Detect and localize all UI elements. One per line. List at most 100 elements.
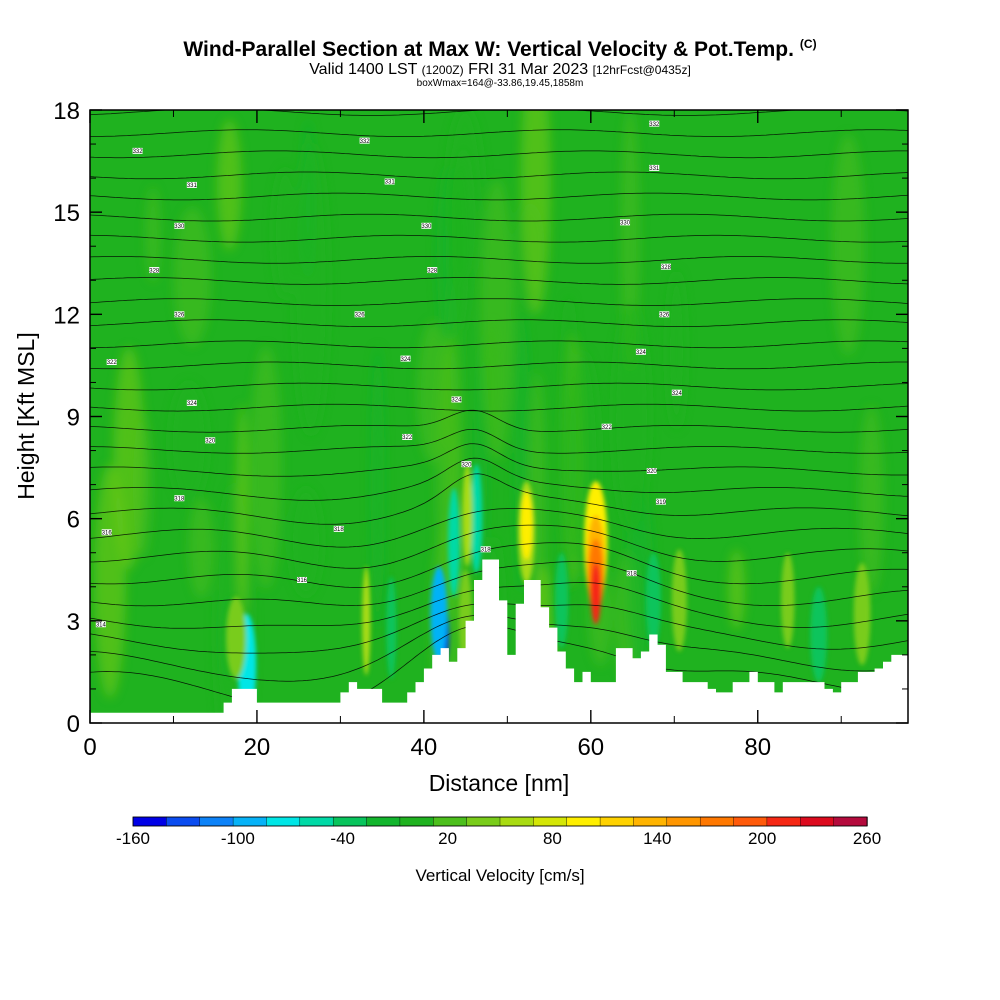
theta-contour-line: [90, 110, 908, 116]
theta-label-box: [354, 311, 365, 318]
theta-label: 331: [385, 180, 396, 186]
y-axis-ticks: 0 3 6 9 12 15 18: [53, 98, 908, 738]
theta-label: 318: [334, 527, 345, 533]
theta-label-box: [101, 529, 112, 536]
velocity-streak: [831, 134, 865, 356]
colorbar-swatch: [166, 816, 201, 827]
theta-contours: [90, 110, 908, 710]
y-tick-label: 15: [53, 200, 80, 227]
velocity-cell: [853, 562, 871, 666]
velocity-streak: [94, 464, 126, 699]
theta-contour-line: [90, 171, 908, 180]
theta-label: 331: [649, 166, 660, 172]
theta-contour-line: [90, 192, 908, 201]
valid-time: Valid 1400 LST: [309, 61, 418, 78]
velocity-cell: [781, 552, 795, 649]
chart-title: Wind-Parallel Section at Max W: Vertical…: [0, 37, 1000, 62]
theta-label: 324: [672, 391, 683, 397]
colorbar-tick-label: 80: [543, 829, 562, 848]
velocity-cell: [671, 549, 687, 652]
y-tick-label: 0: [67, 711, 80, 738]
theta-label-box: [421, 222, 432, 229]
colorbar-swatch: [733, 816, 768, 827]
theta-label: 324: [451, 398, 462, 404]
theta-contour-line: [90, 443, 908, 477]
theta-label-box: [95, 621, 106, 628]
velocity-streak: [173, 207, 211, 346]
theta-label-box: [174, 495, 185, 502]
theta-label: 316: [297, 578, 308, 584]
theta-contour-line: [90, 473, 908, 525]
theta-label-box: [174, 311, 185, 318]
theta-contour-line: [90, 298, 908, 306]
theta-label-box: [149, 267, 160, 274]
velocity-cell: [430, 566, 448, 662]
velocity-cell: [448, 488, 460, 597]
theta-label-box: [480, 546, 491, 553]
axes: 0 20 40 60 80 0 3 6 9 12 15 18 Distance [nm] Heigh…: [13, 98, 909, 796]
velocity-streak: [272, 167, 298, 300]
theta-label: 320: [647, 469, 658, 475]
theta-label: 332: [649, 122, 660, 128]
velocity-streak: [169, 382, 209, 504]
theta-label-box: [451, 396, 462, 403]
velocity-cell: [470, 464, 483, 574]
theta-label-box: [649, 164, 660, 171]
colorbar-swatch: [366, 816, 401, 827]
theta-label: 328: [149, 268, 160, 274]
theta-label-box: [205, 437, 216, 444]
theta-contour-line: [90, 213, 908, 222]
theta-label: 332: [360, 139, 371, 145]
theta-label-box: [671, 389, 682, 396]
velocity-streak: [480, 179, 515, 461]
colorbar-swatch: [299, 816, 334, 827]
colorbar-swatch: [666, 816, 701, 827]
colorbar-swatch: [766, 816, 801, 827]
y-tick-label: 18: [53, 98, 80, 125]
colorbar-swatch: [699, 816, 735, 827]
theta-label: 330: [421, 224, 432, 230]
theta-contour-line: [90, 409, 908, 433]
theta-label: 319: [656, 500, 667, 506]
theta-label: 314: [96, 622, 107, 628]
theta-label-box: [186, 181, 197, 188]
colorbar-tick-label: 20: [438, 829, 457, 848]
velocity-cell: [386, 576, 397, 679]
colorbar: -160 -100 -40 20 80 140 200 260 Vertical Veloci…: [116, 816, 881, 885]
velocity-cell: [590, 562, 601, 625]
theta-label-box: [384, 178, 395, 185]
x-tick-label: 0: [83, 734, 96, 761]
theta-contour-line: [90, 457, 908, 501]
theta-label: 318: [481, 548, 492, 554]
x-tick-label: 60: [577, 734, 604, 761]
y-tick-label: 6: [67, 507, 80, 534]
theta-label: 324: [187, 401, 198, 407]
colorbar-swatch: [332, 816, 368, 827]
forecast-info: [12hrFcst@0435z]: [592, 63, 691, 77]
theta-label: 322: [402, 435, 413, 441]
velocity-streak: [859, 405, 884, 595]
theta-contour-line: [90, 277, 908, 285]
colorbar-swatch: [833, 816, 868, 827]
colorbar-swatch: [533, 816, 568, 827]
velocity-streak: [612, 302, 651, 532]
theta-contour-labels: 314 316 322 332 328 318 326 330 331 324 320 316 318 3…: [95, 120, 683, 628]
terrain-mask: [90, 559, 908, 723]
velocity-streak: [728, 549, 745, 630]
utc-time: (1200Z): [421, 63, 464, 77]
theta-label-box: [400, 355, 411, 362]
colorbar-frame: [132, 816, 868, 827]
velocity-cell: [462, 464, 473, 567]
colorbar-swatches: [132, 816, 868, 827]
x-tick-label: 40: [411, 734, 438, 761]
velocity-streak: [370, 346, 385, 630]
theta-label: 328: [427, 268, 438, 274]
velocity-streak: [666, 270, 687, 430]
theta-label: 328: [661, 265, 672, 271]
velocity-cell: [226, 596, 247, 679]
chart-subtitle: Valid 1400 LST (1200Z) FRI 31 Mar 2023 […: [0, 61, 1000, 79]
theta-label-box: [174, 222, 185, 229]
theta-label: 330: [174, 224, 185, 230]
theta-label-box: [359, 137, 370, 144]
